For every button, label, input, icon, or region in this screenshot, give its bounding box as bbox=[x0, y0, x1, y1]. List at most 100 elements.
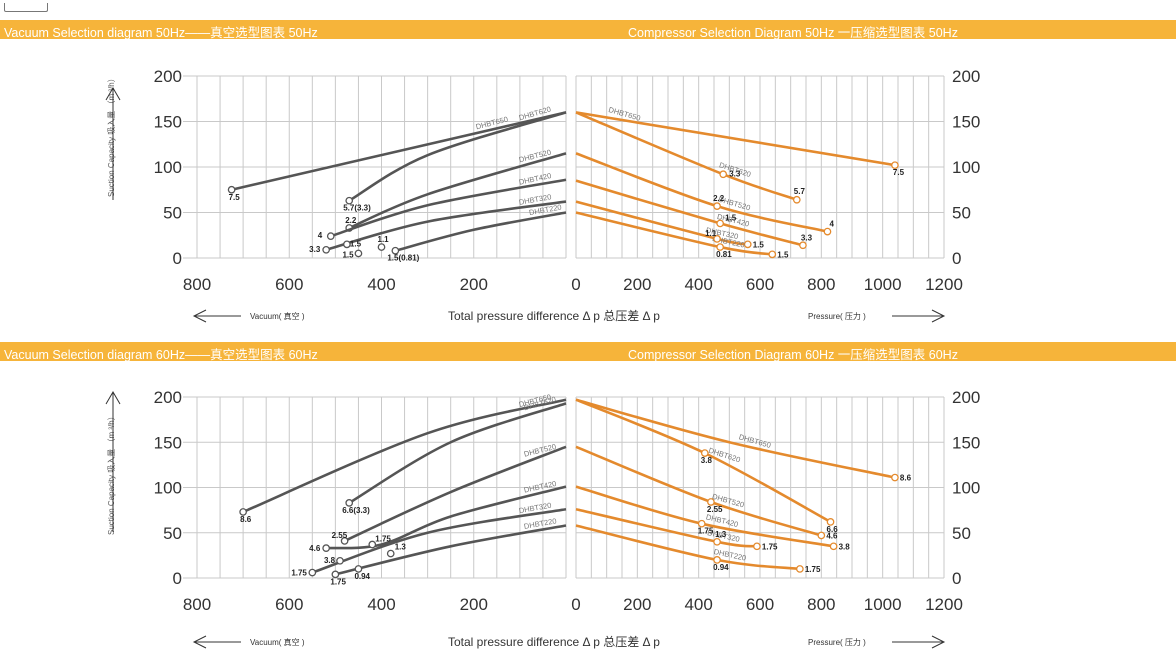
series-line-dhbt620 bbox=[575, 111, 798, 201]
x-tick-compressor: 200 bbox=[623, 275, 651, 294]
x-tick-compressor: 800 bbox=[807, 595, 835, 614]
pressure-difference-label: Total pressure difference Δ p 总压差 Δ p bbox=[448, 309, 660, 323]
data-point-marker bbox=[322, 245, 330, 254]
data-point-label: 3.8 bbox=[839, 542, 851, 551]
data-point-marker bbox=[326, 232, 335, 241]
data-point-marker bbox=[713, 556, 721, 564]
data-point-marker bbox=[719, 170, 728, 179]
data-point-label: 1.75 bbox=[330, 577, 346, 586]
data-point-marker bbox=[340, 537, 349, 545]
y-tick-left: 100 bbox=[154, 479, 182, 498]
data-point-marker bbox=[239, 508, 247, 516]
series-line-dhbt220 bbox=[395, 211, 567, 252]
corner-tab bbox=[4, 3, 48, 12]
vacuum-title-60hz: Vacuum Selection diagram 60Hz——真空选型图表 60… bbox=[4, 348, 318, 362]
data-point-label: 3.3 bbox=[801, 233, 813, 242]
pressure-arrow-head bbox=[931, 309, 946, 323]
y-tick-left: 150 bbox=[154, 113, 182, 132]
y-tick-right: 0 bbox=[952, 249, 961, 268]
data-point-marker bbox=[343, 240, 351, 249]
compressor-title-50hz: Compressor Selection Diagram 50Hz 一压缩选型图… bbox=[628, 26, 958, 40]
data-point-marker bbox=[386, 549, 395, 558]
data-point-label: 8.6 bbox=[240, 515, 252, 524]
y-tick-left: 0 bbox=[173, 249, 182, 268]
data-point-label: 1.5 bbox=[753, 240, 765, 249]
x-tick-vacuum: 400 bbox=[367, 595, 395, 614]
y-tick-right: 50 bbox=[952, 204, 971, 223]
series-line-dhbt420 bbox=[575, 179, 804, 247]
x-tick-compressor: 1000 bbox=[864, 275, 902, 294]
y-tick-right: 50 bbox=[952, 524, 971, 543]
data-point-marker bbox=[336, 556, 344, 565]
data-point-marker bbox=[700, 449, 709, 457]
x-tick-compressor: 600 bbox=[746, 595, 774, 614]
data-point-label: 1.3 bbox=[715, 530, 727, 539]
data-point-label: 1.75 bbox=[291, 569, 307, 578]
data-point-label: 5.7 bbox=[794, 187, 806, 196]
vacuum-label: Vacuum( 真空 ) bbox=[250, 311, 305, 321]
data-point-marker bbox=[713, 235, 721, 243]
data-point-label: 6.6 bbox=[827, 525, 839, 534]
series-line-dhbt420 bbox=[326, 485, 567, 550]
x-tick-compressor: 1200 bbox=[925, 595, 963, 614]
data-point-marker bbox=[331, 570, 340, 579]
band-60hz: Vacuum Selection diagram 60Hz——真空选型图表 60… bbox=[0, 342, 1176, 362]
y-tick-right: 100 bbox=[952, 158, 980, 177]
compressor-title-60hz: Compressor Selection Diagram 60Hz 一压缩选型图… bbox=[628, 348, 958, 362]
y-axis-label: Suction Capacity 吸入量 （m ³/h） bbox=[107, 74, 116, 197]
y-axis-arrow-head bbox=[105, 391, 121, 405]
data-point-label: 1.1 bbox=[378, 235, 390, 244]
x-tick-vacuum: 600 bbox=[275, 595, 303, 614]
x-tick-vacuum: 800 bbox=[183, 595, 211, 614]
data-point-label: 4 bbox=[829, 220, 834, 229]
data-point-marker bbox=[345, 196, 354, 205]
data-point-label: 1.3 bbox=[395, 543, 407, 552]
data-point-label: 1.1 bbox=[705, 229, 717, 238]
data-point-label: 6.6(3.3) bbox=[342, 506, 370, 515]
data-point-label: 1.75 bbox=[762, 542, 778, 551]
data-point-marker bbox=[391, 246, 400, 255]
x-tick-vacuum: 800 bbox=[183, 275, 211, 294]
series-line-dhbt320 bbox=[575, 200, 748, 246]
series-line-dhbt320 bbox=[311, 507, 567, 574]
data-point-label: 1.75 bbox=[805, 565, 821, 574]
data-point-label: 2.55 bbox=[707, 505, 723, 514]
data-point-label: 3.3 bbox=[309, 245, 321, 254]
data-point-marker bbox=[713, 537, 721, 546]
data-point-marker bbox=[823, 227, 832, 236]
vacuum-label: Vacuum( 真空 ) bbox=[250, 637, 305, 647]
x-tick-vacuum: 200 bbox=[460, 595, 488, 614]
vacuum-arrow-head bbox=[192, 309, 207, 323]
data-point-label: 3.8 bbox=[324, 556, 336, 565]
series-line-dhbt620 bbox=[348, 111, 567, 202]
series-line-dhbt420 bbox=[575, 485, 834, 548]
data-point-marker bbox=[716, 219, 724, 228]
x-tick-compressor: 1200 bbox=[925, 275, 963, 294]
x-tick-compressor: 0 bbox=[571, 595, 580, 614]
series-line-dhbt650 bbox=[575, 111, 896, 167]
vacuum-title-50hz: Vacuum Selection diagram 50Hz——真空选型图表 50… bbox=[4, 26, 318, 40]
data-point-label: 0.81 bbox=[716, 250, 732, 259]
vacuum-arrow-head bbox=[192, 635, 207, 649]
x-tick-vacuum: 400 bbox=[367, 275, 395, 294]
data-point-marker bbox=[768, 250, 777, 259]
data-point-label: 2.55 bbox=[332, 531, 348, 540]
data-point-label: 2.2 bbox=[713, 194, 725, 203]
data-point-marker bbox=[308, 568, 317, 577]
series-line-dhbt650 bbox=[242, 398, 567, 514]
data-point-label: 4 bbox=[318, 231, 323, 240]
y-tick-right: 200 bbox=[952, 67, 980, 86]
y-tick-right: 200 bbox=[952, 388, 980, 407]
data-point-marker bbox=[716, 243, 724, 251]
data-point-marker bbox=[817, 531, 826, 540]
data-point-marker bbox=[368, 540, 377, 549]
data-point-marker bbox=[753, 542, 761, 551]
series-line-dhbt520 bbox=[348, 152, 567, 230]
pressure-arrow-head bbox=[931, 635, 946, 649]
data-point-marker bbox=[891, 161, 899, 170]
vacuum-series-group: DHBT6507.5DHBT6205.7(3.3)DHBT5202.2DHBT4… bbox=[227, 105, 567, 263]
data-point-marker bbox=[354, 249, 363, 258]
data-point-marker bbox=[826, 518, 835, 526]
